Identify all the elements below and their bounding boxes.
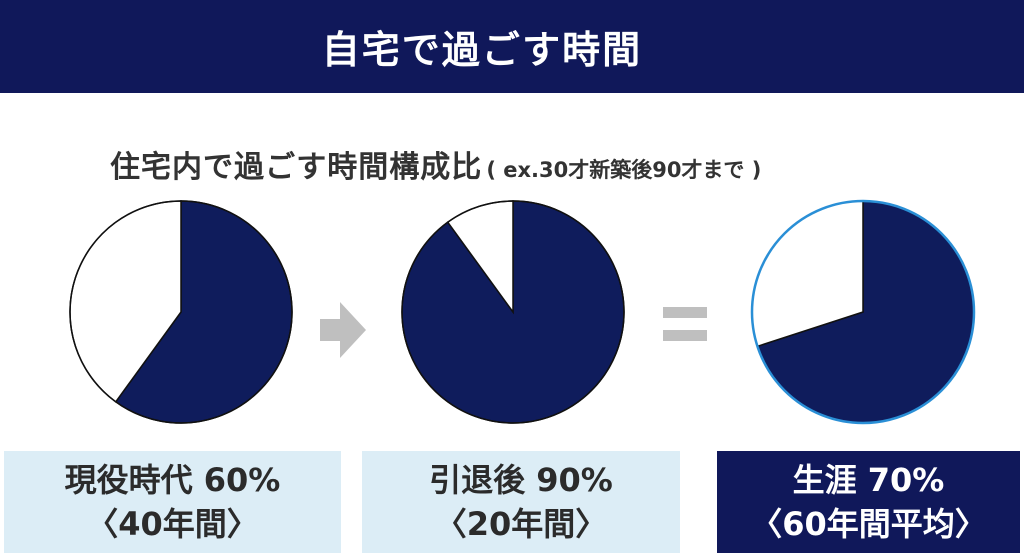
subtitle-main: 住宅内で過ごす時間構成比: [110, 150, 483, 185]
card-retirement-percent: 引退後 90%: [429, 461, 613, 499]
subtitle-note: ( ex.30才新築後90才まで ): [486, 158, 762, 182]
page-title: 自宅で過ごす時間: [321, 28, 643, 72]
pie-outline: [401, 200, 625, 424]
pie-chart-working-years: [66, 197, 296, 427]
card-retirement: 引退後 90% 〈20年間〉: [362, 451, 680, 553]
pie-chart-lifetime: [748, 197, 978, 427]
pie-outline: [69, 200, 293, 424]
card-lifetime-period: 〈60年間平均〉: [750, 505, 987, 543]
card-retirement-period: 〈20年間〉: [434, 505, 608, 543]
card-lifetime-percent: 生涯 70%: [792, 461, 945, 499]
chart-subtitle: 住宅内で過ごす時間構成比( ex.30才新築後90才まで ): [110, 142, 761, 186]
equals-icon: [663, 307, 707, 345]
title-banner: 自宅で過ごす時間: [0, 0, 1024, 93]
arrow-right-icon: [320, 302, 366, 362]
pie-outline: [750, 199, 976, 425]
pie-chart-retirement: [398, 197, 628, 427]
card-lifetime: 生涯 70% 〈60年間平均〉: [717, 451, 1020, 553]
card-working-years: 現役時代 60% 〈40年間〉: [4, 451, 341, 553]
card-working-years-period: 〈40年間〉: [86, 505, 259, 543]
card-working-years-percent: 現役時代 60%: [64, 461, 281, 499]
